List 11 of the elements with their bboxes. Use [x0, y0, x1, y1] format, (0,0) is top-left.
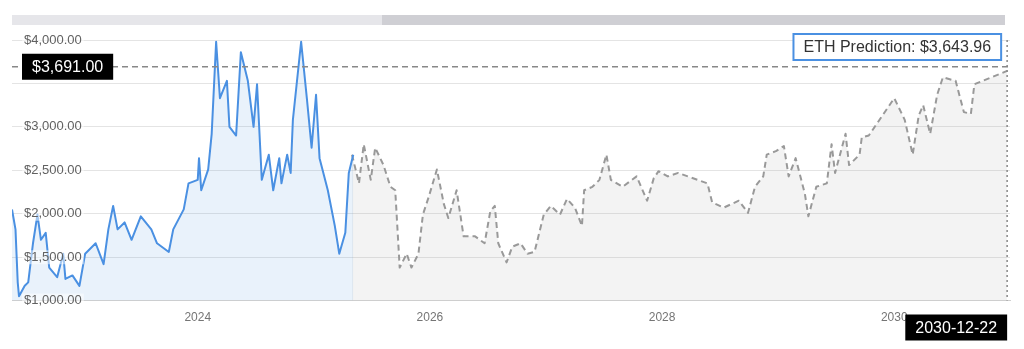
y-tick-label: $1,000.00 — [24, 292, 82, 308]
x-tick-label: 2028 — [648, 310, 676, 325]
y-tick-label: $2,000.00 — [24, 205, 82, 221]
x-tick-label: 2026 — [416, 310, 444, 325]
ref-line-label: $3,691.00 — [32, 58, 104, 76]
ref-line-label: 2030-12-22 — [915, 319, 998, 337]
y-tick-label: $4,000.00 — [24, 31, 82, 47]
y-tick-label: $3,000.00 — [24, 118, 82, 134]
annotation: ETH Prediction: $3,643.96 — [803, 38, 992, 56]
x-tick-label: 2024 — [184, 310, 212, 325]
y-tick-label: $2,500.00 — [24, 161, 82, 177]
